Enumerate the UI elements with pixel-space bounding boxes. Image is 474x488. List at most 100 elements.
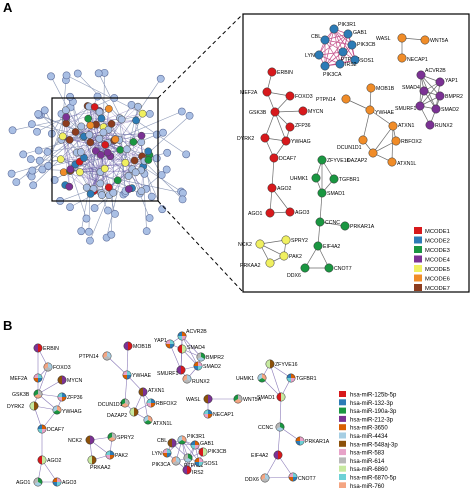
mirna-nodes: ERBIN FOXO3 MEF2A MYCN GSK3B ZFP36 DYRK2 YWHAG D… [7, 329, 330, 487]
detail-nodes: PIK3R1GAB1PIK3CBPTPN11SOS1IRS2PIK3CALYNC… [237, 22, 463, 279]
mirna-node-slice [42, 429, 47, 434]
node-pik3cb [347, 40, 357, 50]
mirna-node-slice [295, 441, 300, 446]
mirna-node-ago1 [33, 477, 43, 487]
mirna-node-outline [102, 351, 112, 361]
mirna-node-outline [203, 409, 213, 419]
overview-node [101, 140, 110, 149]
mirna-edge-pik3r1-sos1 [181, 439, 200, 463]
overview-node [56, 155, 65, 164]
overview-node [86, 138, 95, 147]
overview-node [144, 147, 153, 156]
overview-edge [63, 172, 129, 190]
mirna-node-label-gab1: GAB1 [200, 441, 214, 447]
overview-node [129, 138, 138, 146]
mirna-node-slice [167, 448, 172, 453]
node-ago3 [285, 207, 295, 217]
overview-node [177, 107, 186, 116]
overview-edge [119, 118, 133, 170]
mirna-node-label-dazap2: DAZAP2 [107, 413, 127, 419]
mirna-node-smad1 [276, 392, 286, 402]
mirna-node-label-zfyve16: ZFYVE16 [275, 362, 298, 368]
mirna-node-outline [85, 435, 95, 445]
node-label-zfyve16: ZFYVE16 [327, 158, 350, 164]
edge-atxn1-atxn1l [391, 125, 394, 163]
mirna-node-slice [182, 344, 187, 354]
node-label-spry2: SPRY2 [291, 238, 308, 244]
overview-node [145, 214, 154, 222]
legend-label-mcode7: MCODE7 [425, 286, 450, 292]
mirna-node-label-prkaa2: PRKAA2 [90, 465, 111, 471]
overview-node [94, 69, 103, 78]
mirna-node-slice [199, 457, 204, 462]
legend-swatch-mcode7 [414, 284, 422, 291]
mirna-node-slice [233, 394, 238, 402]
mirna-node-slice [57, 482, 62, 487]
legend-swatch-mcode3 [414, 246, 422, 253]
overview-node [91, 147, 100, 155]
mirna-node-eif4a2 [273, 450, 283, 460]
mirna-node-ptpn11 [183, 453, 193, 463]
overview-node [131, 168, 140, 177]
mirna-node-slice [57, 397, 62, 402]
node-zfyve16 [317, 155, 327, 165]
mirna-node-slice [178, 440, 186, 445]
overview-node [61, 106, 70, 115]
mirna-node-slice [203, 447, 208, 457]
mirna-node-slice [33, 389, 38, 397]
edge-smad1-ccnc [319, 192, 323, 223]
overview-edge [66, 111, 100, 124]
mirna-node-slice [182, 465, 187, 475]
overview-node [66, 203, 74, 211]
overview-edge [135, 120, 187, 155]
overview-node [99, 128, 108, 137]
overview-node [96, 179, 105, 188]
node-tgfbr1 [329, 174, 339, 184]
overview-edge [93, 132, 104, 192]
mirna-node-label-runx2: RUNX2 [192, 379, 210, 385]
mirna-node-slice [182, 435, 187, 443]
mirna-node-slice [182, 336, 187, 341]
node-foxo3 [285, 91, 295, 101]
panel-label-a: A [3, 0, 13, 15]
zoom-connector-top [157, 13, 244, 99]
mirna-node-slice [208, 414, 213, 419]
mirna-node-outline [43, 362, 53, 372]
mirna-node-label-ccnc: CCNC [258, 425, 273, 431]
mirna-node-slice [151, 403, 156, 408]
overview-node [34, 146, 43, 155]
node-prkaa2 [265, 258, 275, 268]
edge-gab1-pik3ca [324, 33, 349, 67]
mirna-node-slice [34, 401, 39, 411]
overview-node [43, 147, 52, 156]
mirna-node-outline [198, 447, 208, 457]
panel-label-b: B [3, 318, 12, 333]
mirna-node-slice [42, 424, 47, 429]
mirna-node-irs2 [182, 465, 192, 475]
node-label-ptpn14: PTPN14 [316, 97, 336, 103]
legend-swatch-mcode5 [414, 265, 422, 272]
mirna-node-slice [38, 343, 43, 353]
node-label-erbin: ERBIN [277, 70, 293, 76]
mirna-node-outline [176, 365, 186, 375]
mirna-node-outline [33, 373, 43, 383]
mirna-node-outline [177, 344, 187, 354]
mirna-node-slice [122, 370, 127, 375]
mirna-node-slice [143, 415, 148, 423]
mirna-node-slice [188, 453, 193, 461]
overview-node [47, 72, 55, 81]
mirna-node-outline [273, 450, 283, 460]
node-yap1 [435, 77, 445, 87]
mirna-node-outline [122, 370, 132, 380]
node-mycn [298, 106, 308, 116]
overview-node [40, 106, 49, 115]
mirna-node-foxo3 [43, 362, 53, 372]
mirna-node-ywhae [122, 370, 132, 380]
node-eif4a2 [313, 241, 323, 251]
mirna-node-atxn1 [138, 387, 148, 397]
mirna-node-ago3 [52, 477, 62, 487]
mirna-node-label-foxo3: FOXO3 [53, 365, 71, 371]
overview-node [85, 131, 94, 139]
mirna-node-label-pik3cb: PIK3CB [208, 449, 227, 455]
mirna-node-slice [176, 365, 181, 375]
